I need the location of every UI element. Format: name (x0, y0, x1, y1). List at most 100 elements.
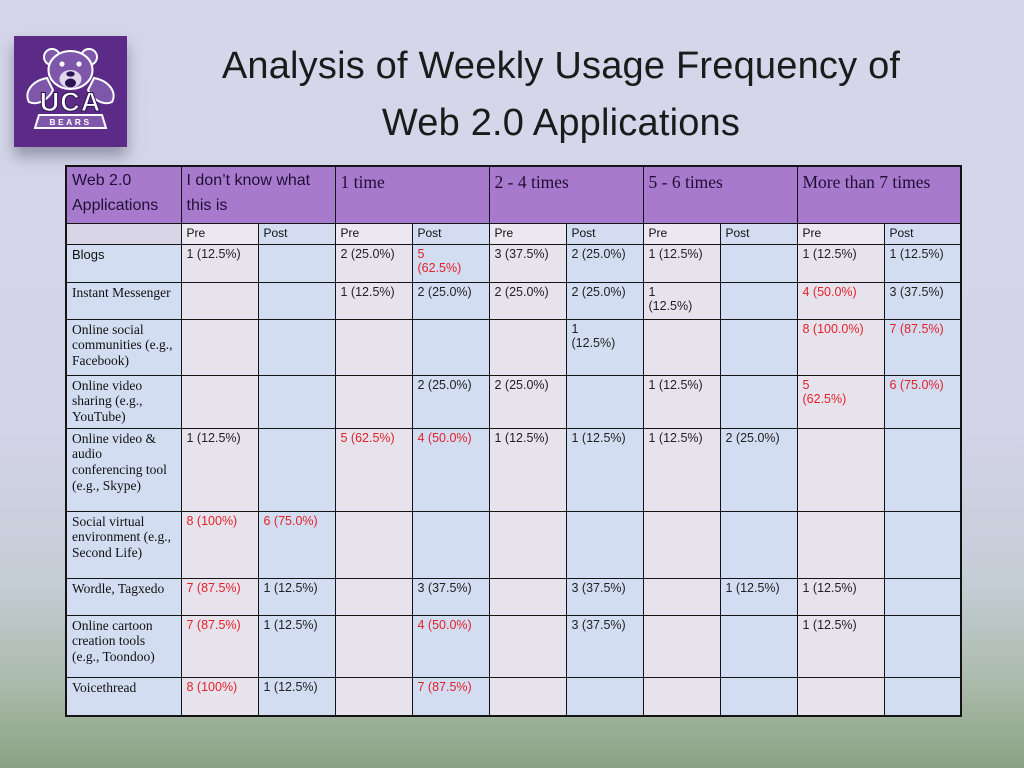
data-cell: 2 (25.0%) (411, 374, 490, 429)
slide-title-line1: Analysis of Weekly Usage Frequency of (221, 45, 901, 87)
subheader-pre: Pre (796, 222, 885, 245)
row-label: Online video & audio conferencing tool (… (65, 427, 182, 512)
data-cell (334, 510, 413, 579)
data-cell (257, 318, 336, 376)
data-cell: 1 (12.5%) (180, 427, 259, 512)
data-cell: 2 (25.0%) (488, 281, 567, 320)
data-cell: 7 (87.5%) (180, 614, 259, 678)
data-cell (488, 676, 567, 717)
data-cell (565, 510, 644, 579)
data-cell: 1 (12.5%) (180, 243, 259, 283)
data-cell: 1 (12.5%) (565, 318, 644, 376)
data-cell (642, 510, 721, 579)
data-cell: 1 (12.5%) (257, 614, 336, 678)
data-cell (719, 510, 798, 579)
bear-mascot-icon: UCA BEARS (14, 36, 127, 147)
row-label: Instant Messenger (65, 281, 182, 320)
subheader-pre: Pre (488, 222, 567, 245)
data-cell (180, 281, 259, 320)
data-cell (257, 281, 336, 320)
data-cell: 7 (87.5%) (411, 676, 490, 717)
data-cell: 1 (12.5%) (796, 243, 885, 283)
subheader-pre: Pre (180, 222, 259, 245)
data-cell: 7 (87.5%) (883, 318, 962, 376)
column-group-header: 5 - 6 times (642, 165, 798, 224)
row-label: Online video sharing (e.g., YouTube) (65, 374, 182, 429)
data-cell: 2 (25.0%) (565, 243, 644, 283)
data-cell (642, 676, 721, 717)
data-cell (334, 614, 413, 678)
data-cell (796, 676, 885, 717)
data-cell: 1 (12.5%) (488, 427, 567, 512)
row-label: Blogs (65, 243, 182, 283)
column-group-header: 2 - 4 times (488, 165, 644, 224)
table-row: Instant Messenger 1 (12.5%) 2 (25.0%) 2 (25… (65, 281, 962, 320)
data-cell: 1 (12.5%) (796, 614, 885, 678)
data-cell (257, 243, 336, 283)
data-cell: 8 (100%) (180, 676, 259, 717)
data-cell: 5 (62.5%) (411, 243, 490, 283)
data-cell (796, 427, 885, 512)
data-cell: 5 (62.5%) (334, 427, 413, 512)
data-cell (719, 318, 798, 376)
data-cell (411, 318, 490, 376)
data-cell: 3 (37.5%) (565, 577, 644, 616)
data-cell: 4 (50.0%) (411, 427, 490, 512)
subheader-pre: Pre (642, 222, 721, 245)
table-row: Social virtual environment (e.g., Second… (65, 510, 962, 579)
data-cell: 1 (12.5%) (642, 243, 721, 283)
data-cell: 1 (12.5%) (883, 243, 962, 283)
data-cell (719, 676, 798, 717)
data-cell (642, 577, 721, 616)
data-cell: 1 (12.5%) (642, 427, 721, 512)
table-row: Online video sharing (e.g., YouTube) 2 (2… (65, 374, 962, 429)
table-row: Online video & audio conferencing tool (… (65, 427, 962, 512)
column-group-header: More than 7 times (796, 165, 962, 224)
data-cell: 2 (25.0%) (719, 427, 798, 512)
subheader-post: Post (257, 222, 336, 245)
data-cell: 3 (37.5%) (565, 614, 644, 678)
data-cell: 2 (25.0%) (334, 243, 413, 283)
data-cell: 1 (12.5%) (796, 577, 885, 616)
row-label: Voicethread (65, 676, 182, 717)
data-cell (719, 243, 798, 283)
data-cell (180, 374, 259, 429)
data-cell (883, 577, 962, 616)
data-cell (411, 510, 490, 579)
table-row: Blogs 1 (12.5%) 2 (25.0%) 5 (62.5%) 3 (37.5%… (65, 243, 962, 283)
data-cell: 1 (12.5%) (334, 281, 413, 320)
data-cell: 1 (12.5%) (257, 577, 336, 616)
data-cell (883, 510, 962, 579)
row-label: Social virtual environment (e.g., Second… (65, 510, 182, 579)
data-cell (796, 510, 885, 579)
data-cell: 6 (75.0%) (883, 374, 962, 429)
data-cell (719, 374, 798, 429)
data-cell: 4 (50.0%) (411, 614, 490, 678)
data-cell (334, 577, 413, 616)
data-cell (257, 374, 336, 429)
data-cell: 1 (12.5%) (642, 374, 721, 429)
uca-bears-logo: UCA BEARS (14, 36, 127, 147)
data-cell: 5 (62.5%) (796, 374, 885, 429)
data-cell: 8 (100.0%) (796, 318, 885, 376)
data-cell (334, 374, 413, 429)
subheader-pre: Pre (334, 222, 413, 245)
data-cell: 4 (50.0%) (796, 281, 885, 320)
data-cell (257, 427, 336, 512)
row-label: Wordle, Tagxedo (65, 577, 182, 616)
usage-frequency-table: Web 2.0 Applications I don’t know what thi… (65, 165, 962, 717)
data-cell: 2 (25.0%) (488, 374, 567, 429)
subheader-post: Post (411, 222, 490, 245)
data-cell (488, 318, 567, 376)
data-cell (642, 318, 721, 376)
data-cell: 1 (12.5%) (719, 577, 798, 616)
row-label: Online cartoon creation tools (e.g., Too… (65, 614, 182, 678)
data-cell (488, 614, 567, 678)
logo-mascot-text: BEARS (49, 117, 91, 127)
slide-title-line2: Web 2.0 Applications (381, 102, 741, 144)
column-group-header: I don’t know what this is (180, 165, 336, 224)
row-label: Online social communities (e.g., Faceboo… (65, 318, 182, 376)
data-cell: 6 (75.0%) (257, 510, 336, 579)
data-cell: 7 (87.5%) (180, 577, 259, 616)
